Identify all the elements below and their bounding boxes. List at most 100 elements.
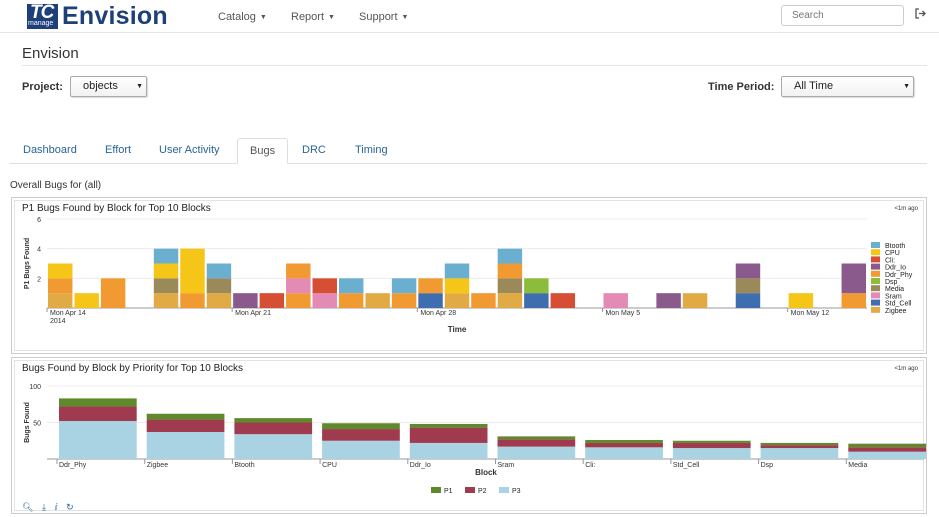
tab-bugs[interactable]: Bugs <box>237 138 288 164</box>
bar-segment <box>260 293 284 308</box>
bar-segment <box>180 293 204 308</box>
legend-swatch <box>871 300 880 306</box>
nav-catalog-label: Catalog <box>218 11 256 23</box>
x-tick-label: Cli: <box>585 462 595 469</box>
priority-bugs-chart-panel: Bugs Found by Block by Priority for Top … <box>11 357 927 514</box>
bar-segment <box>233 293 257 308</box>
time-period-select-value: All Time <box>794 80 833 92</box>
search-input[interactable] <box>781 5 904 26</box>
chart-updated-label: <1m ago <box>894 206 918 212</box>
bar-segment <box>418 293 442 308</box>
bar-segment <box>147 420 225 432</box>
app-name[interactable]: Envision <box>62 2 168 31</box>
bar-segment <box>551 293 575 308</box>
x-tick-label: Btooth <box>234 462 254 469</box>
bar-segment <box>322 429 400 441</box>
bar-segment <box>498 278 522 293</box>
bar-segment <box>498 264 522 279</box>
legend-label: Cli: <box>885 257 895 264</box>
legend-label: Btooth <box>885 243 905 250</box>
x-tick-label: Dsp <box>761 462 774 469</box>
bar-segment <box>392 278 416 293</box>
bar-segment <box>147 414 225 420</box>
bar-segment <box>322 441 400 459</box>
nav-report-label: Report <box>291 11 324 23</box>
tcmanage-logo[interactable]: TC manage <box>27 4 58 29</box>
bar-segment <box>48 264 72 279</box>
legend-swatch <box>465 487 475 493</box>
x-axis-title: Block <box>475 468 497 477</box>
bar-segment <box>234 434 312 459</box>
bar-segment <box>445 264 469 279</box>
caret-down-icon: ▼ <box>328 14 335 21</box>
project-select[interactable]: objects ▼ <box>70 76 147 97</box>
legend-label: CPU <box>885 250 900 257</box>
logout-icon[interactable] <box>915 8 926 22</box>
x-axis-title: Time <box>448 325 467 334</box>
tab-user-activity[interactable]: User Activity <box>159 138 220 164</box>
bar-segment <box>286 264 310 279</box>
project-label: Project: <box>22 81 63 93</box>
nav-report[interactable]: Report ▼ <box>291 11 335 23</box>
zoom-icon[interactable]: 🔍︎ <box>22 502 33 512</box>
nav-catalog[interactable]: Catalog ▼ <box>218 11 267 23</box>
bar-segment <box>234 423 312 435</box>
x-tick-label: Ddr_Io <box>410 462 431 469</box>
bar-segment <box>761 443 839 445</box>
bar-segment <box>761 448 839 459</box>
bar-segment <box>101 278 125 308</box>
x-tick-label: Mon Apr 28 <box>420 310 456 317</box>
legend-label: Std_Cell <box>885 301 912 308</box>
bar-segment <box>154 249 178 264</box>
bar-segment <box>498 439 576 446</box>
legend-swatch <box>871 264 880 270</box>
x-tick-label: Mon May 12 <box>791 310 830 317</box>
bar-segment <box>410 428 488 443</box>
tab-drc[interactable]: DRC <box>302 138 326 164</box>
legend-label: P1 <box>444 488 453 495</box>
bar-segment <box>585 447 663 459</box>
x-tick-sublabel: 2014 <box>50 318 66 325</box>
bar-segment <box>471 293 495 308</box>
bar-segment <box>59 406 137 421</box>
bar-segment <box>524 278 548 293</box>
legend-swatch <box>871 242 880 248</box>
legend-label: Dsp <box>885 279 898 286</box>
legend-swatch <box>871 292 880 298</box>
tab-dashboard[interactable]: Dashboard <box>23 138 77 164</box>
x-tick-label: Media <box>848 462 867 469</box>
download-icon[interactable]: ⤓ <box>42 502 46 512</box>
bar-segment <box>392 293 416 308</box>
time-period-select[interactable]: All Time ▼ <box>781 76 914 97</box>
chart-title: Bugs Found by Block by Priority for Top … <box>22 363 243 374</box>
bar-segment <box>286 293 310 308</box>
bar-segment <box>410 424 488 428</box>
x-tick-label: Mon Apr 21 <box>235 310 271 317</box>
bar-segment <box>365 293 389 308</box>
overall-bugs-heading: Overall Bugs for (all) <box>10 180 101 191</box>
legend-label: Ddr_Io <box>885 265 906 272</box>
legend-label: P3 <box>512 488 521 495</box>
info-icon[interactable]: ⅈ <box>54 502 57 512</box>
bar-segment <box>498 447 576 459</box>
nav-support-label: Support <box>359 11 398 23</box>
time-period-label: Time Period: <box>708 81 774 93</box>
bar-segment <box>673 441 751 443</box>
bar-segment <box>445 278 469 293</box>
legend-swatch <box>871 271 880 277</box>
legend-swatch <box>871 285 880 291</box>
refresh-icon[interactable]: ↻ <box>66 502 74 512</box>
legend-swatch <box>871 278 880 284</box>
bar-segment <box>207 293 231 308</box>
page-title: Envision <box>22 45 79 62</box>
bar-segment <box>48 278 72 293</box>
x-tick-label: Zigbee <box>147 462 169 469</box>
tab-effort[interactable]: Effort <box>105 138 131 164</box>
legend-swatch <box>499 487 509 493</box>
bar-segment <box>154 293 178 308</box>
select-caret-icon: ▼ <box>136 83 143 90</box>
chart-updated-label: <1m ago <box>894 366 918 372</box>
legend-label: Sram <box>885 293 902 300</box>
nav-support[interactable]: Support ▼ <box>359 11 408 23</box>
tab-timing[interactable]: Timing <box>355 138 388 164</box>
